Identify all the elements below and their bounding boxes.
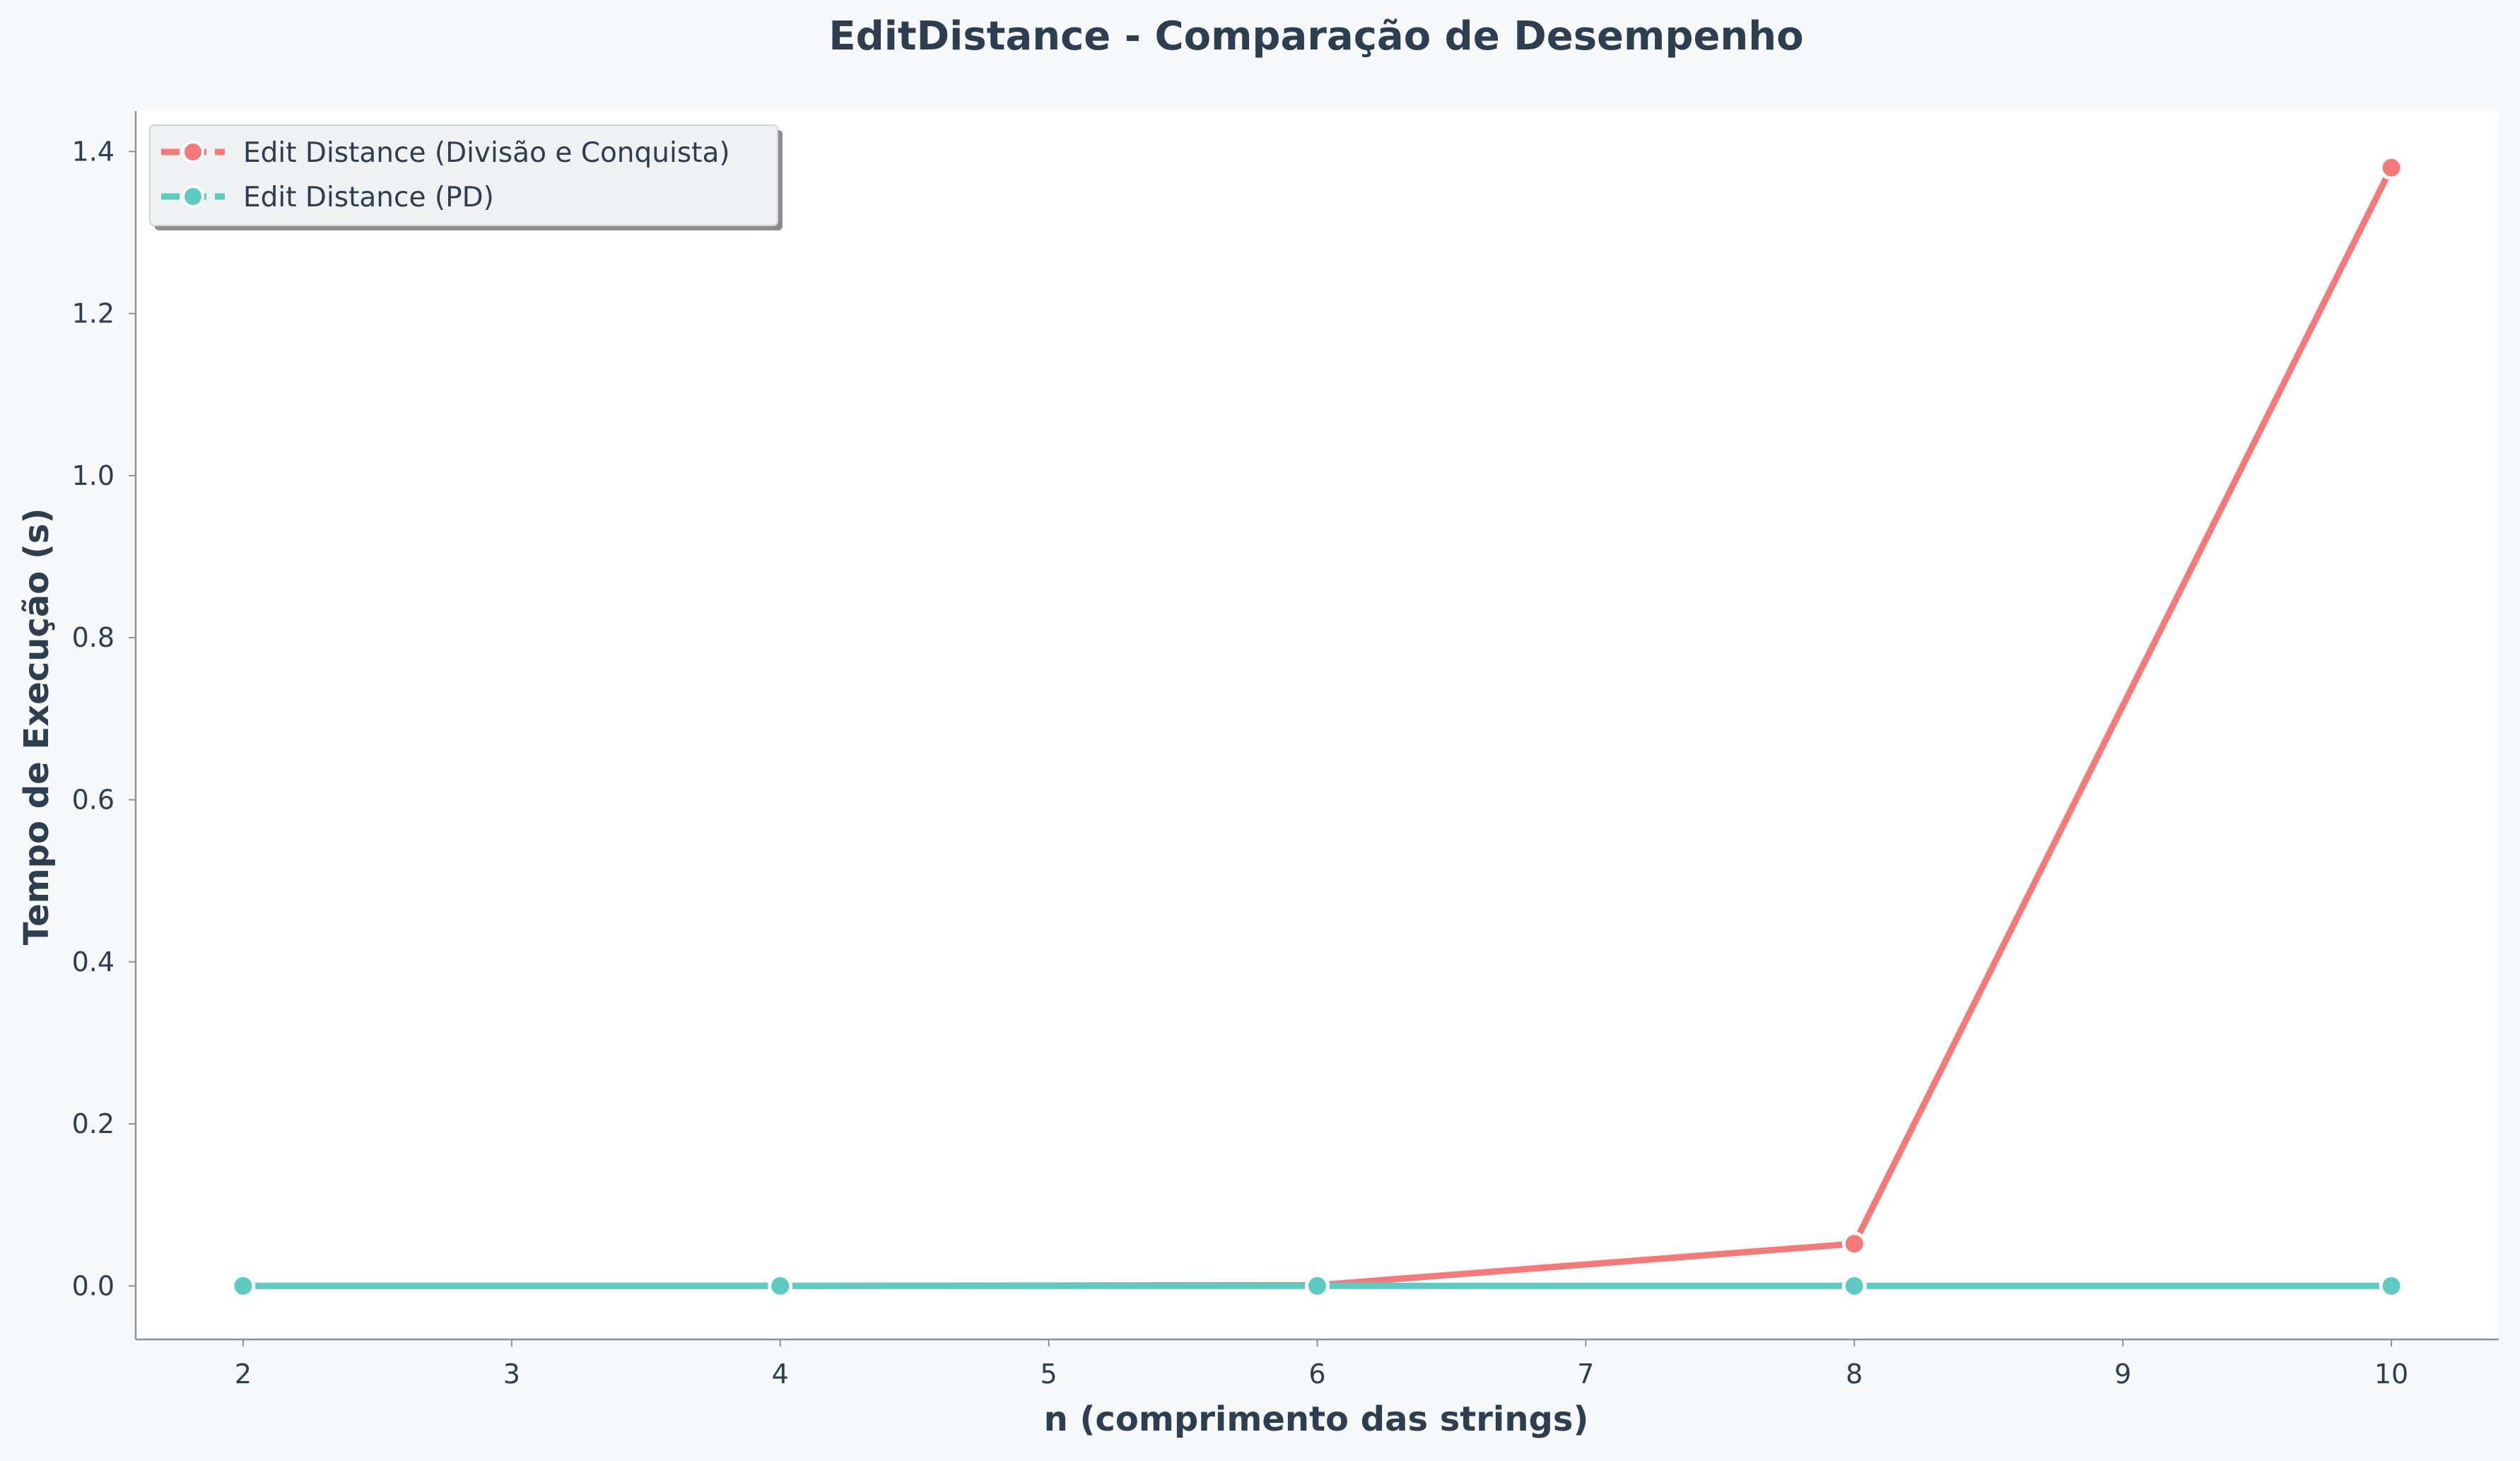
x-axis-label: n (comprimento das strings): [1044, 1400, 1589, 1439]
data-point: [1841, 1231, 1867, 1257]
legend-swatch-marker: [182, 185, 204, 208]
y-tick-label: 1.4: [72, 136, 115, 167]
x-tick-label: 10: [2374, 1359, 2408, 1390]
data-point: [2379, 1273, 2404, 1298]
legend: Edit Distance (Divisão e Conquista) Edit …: [149, 124, 783, 230]
data-point: [1305, 1273, 1330, 1298]
y-tick-label: 0.4: [72, 946, 115, 978]
legend-swatch-marker: [182, 141, 204, 163]
series-layer: [230, 155, 2404, 1298]
x-tick-label: 6: [1308, 1359, 1325, 1390]
x-tick-label: 5: [1041, 1359, 1057, 1390]
plot-area: [136, 111, 2499, 1339]
legend-item: Edit Distance (Divisão e Conquista): [161, 137, 730, 169]
legend-item: Edit Distance (PD): [161, 182, 494, 213]
y-tick-label: 1.0: [72, 460, 115, 491]
x-tick-label: 8: [1846, 1359, 1863, 1390]
x-tick-label: 7: [1577, 1359, 1594, 1390]
chart-title: EditDistance - Comparação de Desempenho: [828, 13, 1803, 59]
y-tick-label: 0.6: [72, 784, 115, 815]
legend-box: [149, 124, 778, 226]
y-axis-label: Tempo de Execução (s): [17, 508, 57, 946]
y-tick-label: 0.0: [72, 1270, 115, 1301]
data-point: [1841, 1273, 1867, 1298]
data-point: [768, 1273, 793, 1298]
axes: 2 3 4 5 6 7 8 9 10 0.0 0.2 0.4 0.6 0.8 1.0 1.2 1.4: [72, 111, 2499, 1390]
legend-label: Edit Distance (PD): [243, 182, 494, 213]
y-tick-label: 0.8: [72, 622, 115, 653]
data-point: [2379, 155, 2404, 180]
data-point: [230, 1273, 256, 1298]
x-tick-label: 4: [772, 1359, 789, 1390]
y-tick-label: 0.2: [72, 1108, 115, 1139]
x-tick-label: 3: [503, 1359, 520, 1390]
legend-label: Edit Distance (Divisão e Conquista): [243, 137, 730, 169]
series-2: [230, 1273, 2404, 1298]
x-tick-label: 9: [2114, 1359, 2131, 1390]
y-tick-label: 1.2: [72, 298, 115, 329]
x-tick-label: 2: [235, 1359, 252, 1390]
